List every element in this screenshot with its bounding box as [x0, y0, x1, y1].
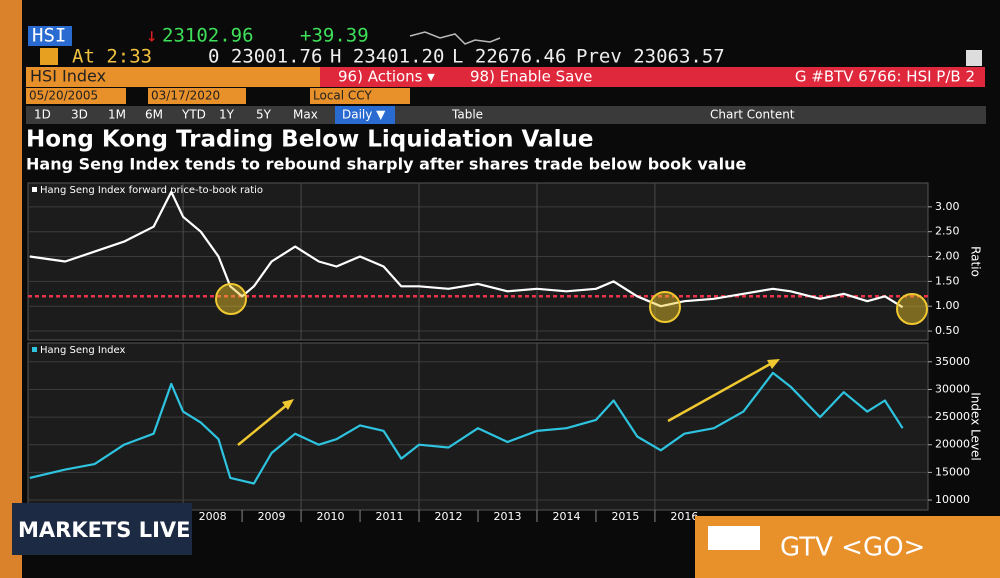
title: Hong Kong Trading Below Liquidation Valu…: [26, 127, 593, 153]
action-bar: [320, 67, 985, 87]
x-tick-label: 2016: [670, 510, 698, 523]
x-tick-label: 2009: [258, 510, 286, 523]
period-button[interactable]: 1M: [108, 108, 126, 122]
legend-swatch: [32, 187, 37, 192]
sparkline: [409, 31, 501, 45]
y-tick-label: 35000: [935, 355, 970, 368]
legend-label: Hang Seng Index: [40, 345, 125, 356]
period-button[interactable]: 5Y: [256, 108, 272, 122]
actions-button[interactable]: 96) Actions ▾: [338, 68, 435, 86]
y-axis-title: Index Level: [969, 392, 983, 461]
data-line: [29, 371, 904, 485]
legend-label: Hang Seng Index forward price-to-book ra…: [40, 185, 263, 196]
time: At 2:33: [72, 46, 152, 68]
data-line: [29, 190, 904, 309]
chart-content-button[interactable]: Chart Content: [710, 108, 795, 122]
frequency-box[interactable]: [335, 106, 395, 124]
period-button[interactable]: Max: [293, 108, 318, 122]
frequency: Daily ▼: [342, 108, 386, 122]
y-tick-label: 2.00: [935, 250, 960, 263]
arrow: [667, 361, 773, 423]
subtitle: Hang Seng Index tends to rebound sharply…: [26, 155, 746, 174]
function-command: GTV <GO>: [780, 533, 925, 563]
arrow-head: [282, 399, 294, 410]
clock-icon: [40, 48, 58, 65]
arrow: [237, 403, 289, 446]
high: H 23401.20: [330, 46, 444, 68]
start-date-box[interactable]: [26, 88, 126, 104]
ticker-box: [28, 26, 72, 46]
x-tick-label: 2015: [611, 510, 639, 523]
x-tick-label: 2014: [552, 510, 580, 523]
prev: Prev 23063.57: [576, 46, 725, 68]
security-box[interactable]: [26, 67, 320, 87]
y-tick-label: 3.00: [935, 200, 960, 213]
x-tick-label: 2008: [199, 510, 227, 523]
frame-edge: [0, 0, 22, 578]
x-tick-label: 2013: [493, 510, 521, 523]
table-button[interactable]: Table: [451, 108, 483, 122]
currency: Local CCY: [313, 89, 372, 103]
low: L 22676.46: [452, 46, 566, 68]
y-tick-label: 0.50: [935, 324, 960, 337]
toolbar: [26, 106, 986, 124]
y-tick-label: 1.50: [935, 274, 960, 287]
y-tick-label: 20000: [935, 438, 970, 451]
highlight-circle: [896, 293, 928, 325]
open: 0 23001.76: [208, 46, 322, 68]
show-bug: [12, 503, 192, 555]
currency-box[interactable]: [310, 88, 410, 104]
x-tick-label: 2012: [435, 510, 463, 523]
y-tick-label: 15000: [935, 465, 970, 478]
end-date: 03/17/2020: [151, 89, 220, 103]
highlight-circle: [215, 283, 247, 315]
annotations: [215, 283, 928, 446]
plot-area: [27, 182, 929, 341]
ticker: HSI: [32, 25, 66, 47]
y-tick-label: 1.00: [935, 299, 960, 312]
y-tick-label: 2.50: [935, 225, 960, 238]
security: HSI Index: [30, 67, 106, 86]
highlight-circle: [649, 291, 681, 323]
save-button[interactable]: 98) Enable Save: [470, 68, 592, 86]
y-tick-label: 25000: [935, 410, 970, 423]
down-arrow: ↓: [146, 25, 157, 47]
end-date-box[interactable]: [148, 88, 246, 104]
period-button[interactable]: 3D: [71, 108, 88, 122]
period-button[interactable]: YTD: [181, 108, 206, 122]
legend-swatch: [32, 347, 37, 352]
y-tick-label: 10000: [935, 493, 970, 506]
period-button[interactable]: 6M: [145, 108, 163, 122]
period-button[interactable]: 1D: [34, 108, 51, 122]
page-id: G #BTV 6766: HSI P/B 2: [795, 68, 975, 86]
show-name: MARKETS LIVE: [18, 518, 191, 542]
doc-icon[interactable]: [966, 50, 982, 66]
arrow-head: [767, 359, 780, 369]
start-date: 05/20/2005: [29, 89, 98, 103]
y-tick-label: 30000: [935, 382, 970, 395]
change: +39.39: [300, 25, 369, 47]
plot-area: [27, 342, 929, 511]
x-tick-label: 2011: [376, 510, 404, 523]
y-axis-title: Ratio: [969, 246, 983, 277]
x-tick-label: 2010: [317, 510, 345, 523]
period-button[interactable]: 1Y: [219, 108, 235, 122]
function-icon: [708, 526, 760, 550]
last-price: 23102.96: [162, 25, 254, 47]
